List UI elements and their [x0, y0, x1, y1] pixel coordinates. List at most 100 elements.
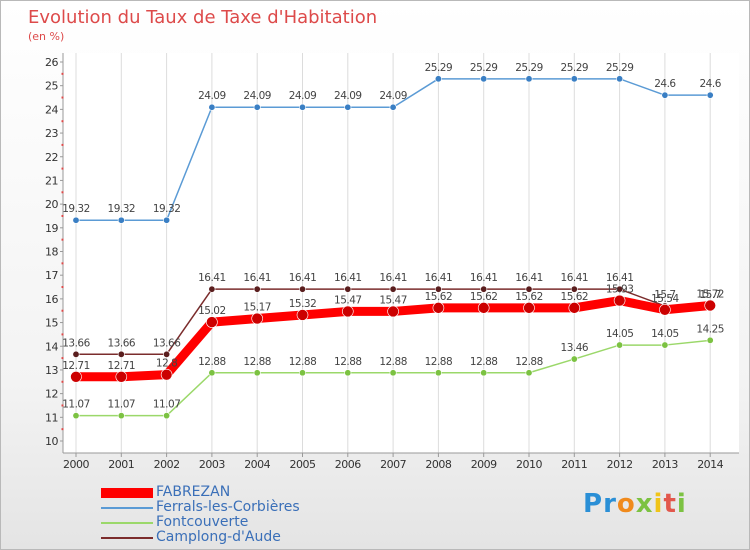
chart-title: Evolution du Taux de Taxe d'Habitation [28, 7, 378, 28]
point-camplong-2002 [163, 350, 171, 358]
data-label-ferrals-2014: 24.6 [700, 78, 722, 90]
data-label-ferrals-2009: 25.29 [470, 62, 498, 74]
point-fontcouverte-2005 [298, 369, 306, 377]
point-ferrals-2008 [434, 75, 442, 83]
point-fabrezan-2013 [659, 303, 671, 316]
point-fontcouverte-2010 [525, 369, 533, 377]
data-label-fabrezan-2001: 12.71 [108, 360, 136, 372]
point-fontcouverte-2013 [661, 341, 669, 349]
x-tick-2009: 2009 [471, 458, 497, 471]
data-label-fontcouverte-2010: 12.88 [515, 356, 543, 368]
y-tick-25: 25 [45, 80, 58, 93]
legend-label-ferrals: Ferrals-les-Corbières [156, 499, 300, 515]
point-ferrals-2011 [570, 75, 578, 83]
y-minor-mark [61, 357, 64, 360]
point-fabrezan-2001 [115, 371, 128, 383]
data-label-camplong-2008: 16.41 [425, 272, 453, 284]
x-tick-2012: 2012 [607, 458, 633, 471]
x-tick-2000: 2000 [63, 458, 89, 471]
point-ferrals-2007 [389, 103, 397, 111]
chart-subtitle: (en %) [28, 30, 65, 43]
point-ferrals-2004 [253, 103, 261, 111]
y-tick-14: 14 [45, 340, 58, 353]
y-tick-20: 20 [45, 198, 58, 211]
y-tick-15: 15 [45, 317, 58, 330]
data-label-ferrals-2002: 19.32 [153, 203, 181, 215]
x-tick-2007: 2007 [380, 458, 406, 471]
data-label-camplong-2007: 16.41 [379, 272, 407, 284]
point-fontcouverte-2003 [208, 369, 216, 377]
data-label-fabrezan-2009: 15.62 [470, 291, 498, 303]
data-label-fabrezan-2007: 15.47 [379, 294, 407, 306]
y-minor-mark [61, 428, 64, 431]
y-minor-mark [61, 404, 64, 407]
x-tick-2010: 2010 [516, 458, 542, 471]
y-tick-13: 13 [45, 364, 58, 377]
data-label-camplong-2013: 15.7 [654, 289, 675, 301]
x-tick-2013: 2013 [652, 458, 678, 471]
data-label-camplong-2005: 16.41 [289, 272, 317, 284]
data-label-fabrezan-2010: 15.62 [515, 291, 543, 303]
point-fontcouverte-2008 [434, 369, 442, 377]
legend-swatch-camplong [101, 536, 153, 539]
point-ferrals-2001 [117, 216, 125, 224]
data-label-ferrals-2012: 25.29 [606, 62, 634, 74]
y-minor-mark [61, 72, 64, 75]
point-fontcouverte-2007 [389, 369, 397, 377]
x-tick-2002: 2002 [154, 458, 180, 471]
y-tick-17: 17 [45, 269, 58, 282]
data-label-ferrals-2005: 24.09 [289, 90, 317, 102]
point-fabrezan-2014 [704, 299, 717, 312]
y-minor-mark [61, 214, 64, 217]
y-minor-mark [61, 96, 64, 99]
data-label-ferrals-2013: 24.6 [654, 78, 676, 90]
point-camplong-2001 [117, 350, 125, 358]
data-label-ferrals-2003: 24.09 [198, 90, 226, 102]
point-camplong-2006 [344, 285, 352, 293]
data-label-ferrals-2007: 24.09 [379, 90, 407, 102]
data-label-fontcouverte-2014: 14.25 [696, 323, 724, 335]
data-label-camplong-2002: 13.66 [153, 337, 181, 349]
data-label-fabrezan-2000: 12.71 [62, 360, 90, 372]
point-fabrezan-2008 [432, 302, 445, 314]
point-fabrezan-2005 [296, 309, 309, 321]
point-fontcouverte-2001 [117, 412, 125, 420]
y-minor-mark [61, 333, 64, 336]
point-fontcouverte-2004 [253, 369, 261, 377]
data-label-fontcouverte-2002: 11.07 [153, 399, 181, 411]
point-fontcouverte-2006 [344, 369, 352, 377]
data-label-fabrezan-2014: 15.72 [696, 289, 724, 301]
data-label-fabrezan-2002: 12.8 [156, 358, 177, 370]
y-minor-mark [61, 380, 64, 383]
data-label-fontcouverte-2011: 13.46 [561, 342, 589, 354]
data-label-camplong-2012: 16.41 [606, 272, 634, 284]
legend-item-camplong: Camplong-d'Aude [101, 529, 361, 545]
point-fabrezan-2003 [206, 316, 218, 328]
data-label-fontcouverte-2001: 11.07 [108, 399, 136, 411]
point-fabrezan-2009 [477, 302, 490, 314]
point-fontcouverte-2000 [72, 412, 80, 420]
y-tick-10: 10 [45, 435, 58, 448]
legend-item-ferrals: Ferrals-les-Corbières [101, 499, 361, 515]
x-tick-2008: 2008 [425, 458, 451, 471]
point-camplong-2012 [616, 285, 624, 293]
data-label-fontcouverte-2006: 12.88 [334, 356, 362, 368]
data-label-ferrals-2010: 25.29 [515, 62, 543, 74]
data-label-fabrezan-2005: 15.32 [289, 298, 317, 310]
legend-swatch-fabrezan [101, 487, 153, 498]
data-label-fontcouverte-2004: 12.88 [243, 356, 271, 368]
data-label-fabrezan-2012: 15.93 [606, 284, 634, 296]
y-minor-mark [61, 191, 64, 194]
point-ferrals-2000 [72, 216, 80, 224]
point-fontcouverte-2011 [570, 355, 578, 363]
y-tick-18: 18 [45, 246, 58, 259]
data-label-ferrals-2008: 25.29 [425, 62, 453, 74]
point-fabrezan-2004 [251, 312, 264, 325]
data-label-fabrezan-2013: 15.54 [651, 293, 679, 305]
y-minor-mark [61, 120, 64, 123]
point-fabrezan-2011 [568, 302, 581, 314]
data-label-camplong-2010: 16.41 [515, 272, 543, 284]
data-label-camplong-2003: 16.41 [198, 272, 226, 284]
legend-label-fontcouverte: Fontcouverte [156, 514, 249, 530]
legend: FABREZAN Ferrals-les-Corbières Fontcouve… [101, 484, 361, 545]
